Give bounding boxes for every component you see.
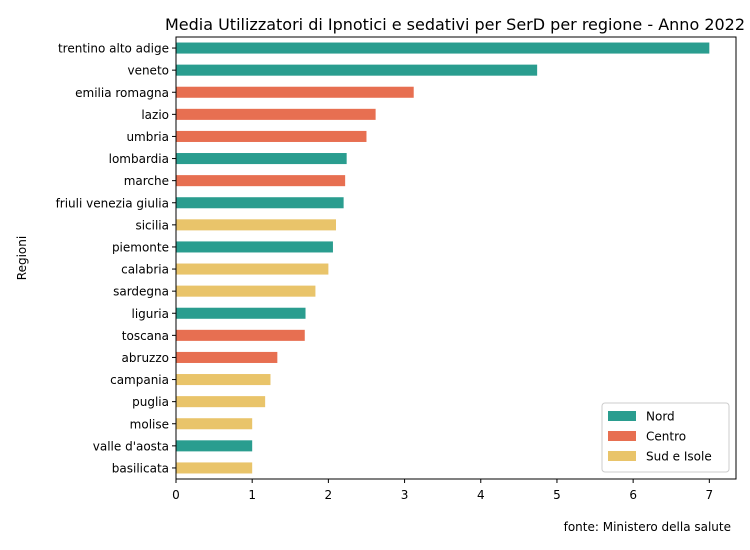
y-tick-label: liguria <box>131 307 169 321</box>
bar-veneto <box>176 64 538 76</box>
y-tick-label: emilia romagna <box>75 86 169 100</box>
y-tick-label: puglia <box>132 395 169 409</box>
source-note: fonte: Ministero della salute <box>564 520 731 534</box>
x-tick-label: 3 <box>401 488 409 502</box>
legend-swatch <box>608 411 636 421</box>
y-tick-label: toscana <box>122 329 169 343</box>
y-tick-label: veneto <box>127 64 169 78</box>
bar-toscana <box>176 329 305 341</box>
bar-lazio <box>176 108 376 120</box>
bar-abruzzo <box>176 351 278 363</box>
bar-valle-d-aosta <box>176 440 253 452</box>
x-tick-label: 2 <box>325 488 333 502</box>
y-tick-label: campania <box>110 373 169 387</box>
y-tick-label: sicilia <box>135 218 169 232</box>
legend-label: Centro <box>646 430 686 444</box>
y-tick-label: valle d'aosta <box>93 439 169 453</box>
bar-basilicata <box>176 462 253 474</box>
x-tick-label: 6 <box>629 488 637 502</box>
x-tick-label: 4 <box>477 488 485 502</box>
y-tick-label: lazio <box>141 108 169 122</box>
y-tick-label: trentino alto adige <box>58 42 169 56</box>
bar-lombardia <box>176 153 347 165</box>
plot-frame <box>175 36 737 480</box>
bar-molise <box>176 418 253 430</box>
bar-friuli-venezia-giulia <box>176 197 344 209</box>
bar-campania <box>176 374 271 386</box>
x-tick-label: 7 <box>706 488 714 502</box>
bar-piemonte <box>176 241 333 253</box>
legend-label: Sud e Isole <box>646 450 712 464</box>
y-tick-label: friuli venezia giulia <box>56 196 169 210</box>
bars-group <box>176 42 710 474</box>
bar-trentino-alto-adige <box>176 42 710 54</box>
y-tick-label: sardegna <box>113 285 169 299</box>
y-tick-label: marche <box>124 174 169 188</box>
legend: Nord Centro Sud e Isole <box>601 402 730 473</box>
y-tick-labels: trentino alto adige veneto emilia romagna l… <box>56 42 176 475</box>
y-tick-label: lombardia <box>109 152 169 166</box>
bar-umbria <box>176 130 367 142</box>
y-axis-label: Regioni <box>15 236 29 280</box>
y-tick-label: abruzzo <box>122 351 169 365</box>
legend-swatch <box>608 451 636 461</box>
bar-marche <box>176 175 346 187</box>
bar-sardegna <box>176 285 316 297</box>
y-tick-label: piemonte <box>112 240 169 254</box>
y-tick-label: calabria <box>121 263 169 277</box>
bar-emilia-romagna <box>176 86 414 98</box>
chart-title: Media Utilizzatori di Ipnotici e sedativ… <box>165 15 745 34</box>
x-tick-label: 0 <box>172 488 180 502</box>
x-ticks: 0 1 2 3 4 5 6 7 <box>172 479 713 502</box>
x-tick-label: 5 <box>553 488 561 502</box>
bar-sicilia <box>176 219 336 231</box>
bar-puglia <box>176 396 266 408</box>
legend-label: Nord <box>646 410 675 424</box>
legend-swatch <box>608 431 636 441</box>
y-tick-label: molise <box>130 417 169 431</box>
y-tick-label: umbria <box>126 130 169 144</box>
bar-calabria <box>176 263 329 275</box>
x-tick-label: 1 <box>248 488 256 502</box>
bar-liguria <box>176 307 306 319</box>
y-tick-label: basilicata <box>112 461 169 475</box>
